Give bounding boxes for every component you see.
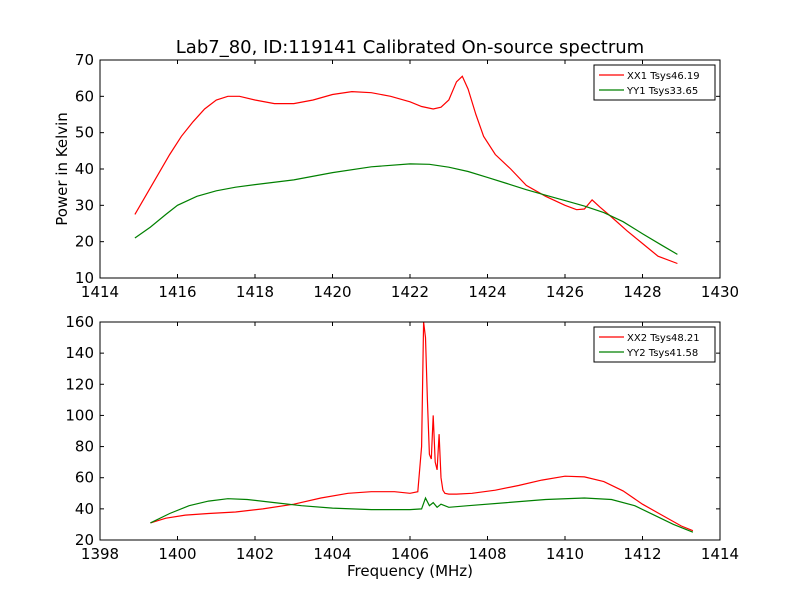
top-y-tick-label: 20 [75, 233, 94, 251]
bottom-y-tick-label: 100 [65, 406, 94, 424]
top-series-line-1 [134, 163, 678, 255]
bottom-legend-label-1: YY2 Tsys41.58 [626, 348, 698, 359]
y-axis-title: Power in Kelvin [53, 112, 71, 226]
top-x-tick-label: 1422 [391, 283, 429, 301]
top-x-tick-label: 1424 [468, 283, 506, 301]
bottom-y-tick-label: 40 [75, 500, 94, 518]
bottom-series-line-1 [150, 496, 694, 533]
bottom-spectrum-panel: 1398 1400 1402 1404 1406 1408 1410 1412 1414 20 40… [65, 313, 739, 563]
top-y-tick-label: 70 [75, 51, 94, 69]
bottom-x-tick-label: 1402 [236, 545, 274, 563]
top-y-tick-label: 30 [75, 196, 94, 214]
top-x-tick-label: 1418 [236, 283, 274, 301]
bottom-y-tick-label: 60 [75, 469, 94, 487]
bottom-y-tick-label: 80 [75, 438, 94, 456]
top-series-line-0 [134, 75, 678, 265]
chart-title: Lab7_80, ID:119141 Calibrated On-source … [176, 37, 644, 58]
top-x-tick-label: 1416 [158, 283, 196, 301]
top-y-tick-label: 60 [75, 87, 94, 105]
top-x-tick-label: 1414 [81, 283, 119, 301]
bottom-x-tick-label: 1406 [391, 545, 429, 563]
bottom-y-tick-label: 160 [65, 313, 94, 331]
bottom-y-tick-label: 140 [65, 344, 94, 362]
top-x-tick-label: 1430 [701, 283, 739, 301]
top-legend-box [593, 64, 716, 101]
top-spectrum-panel: 1414 1416 1418 1420 1422 1424 1426 1428 1430 10 20… [75, 51, 739, 301]
top-y-tick-label: 40 [75, 160, 94, 178]
bottom-x-tick-label: 1410 [546, 545, 584, 563]
x-axis-title: Frequency (MHz) [347, 562, 473, 580]
bottom-x-tick-label: 1414 [701, 545, 739, 563]
bottom-x-tick-label: 1400 [158, 545, 196, 563]
bottom-x-tick-label: 1398 [81, 545, 119, 563]
bottom-x-tick-label: 1412 [623, 545, 661, 563]
top-x-tick-label: 1428 [623, 283, 661, 301]
bottom-x-tick-label: 1404 [313, 545, 351, 563]
bottom-legend-label-0: XX2 Tsys48.21 [627, 333, 700, 344]
top-legend-label-1: YY1 Tsys33.65 [626, 86, 698, 97]
top-y-tick-label: 50 [75, 124, 94, 142]
bottom-y-tick-label: 120 [65, 375, 94, 393]
bottom-legend-box [593, 326, 716, 363]
top-x-tick-label: 1426 [546, 283, 584, 301]
bottom-y-tick-label: 20 [75, 531, 94, 549]
top-legend-label-0: XX1 Tsys46.19 [627, 71, 700, 82]
bottom-x-tick-label: 1408 [468, 545, 506, 563]
top-y-tick-label: 10 [75, 269, 94, 287]
top-x-tick-label: 1420 [313, 283, 351, 301]
bottom-series-line-0 [150, 321, 694, 532]
